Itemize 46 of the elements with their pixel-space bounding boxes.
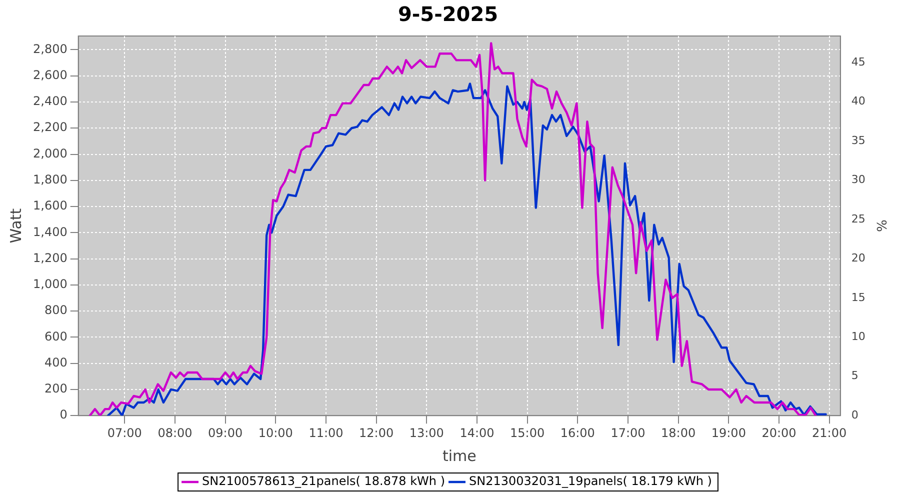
x-tick-label: 19:00 <box>711 426 746 440</box>
y2-tick-label: 10 <box>851 330 866 344</box>
y-tick-label: 1,800 <box>32 172 68 187</box>
x-tick-label: 10:00 <box>258 426 293 440</box>
y-tick-label: 800 <box>44 303 68 318</box>
y-tick-label: 1,200 <box>32 250 68 265</box>
y2-tick-label: 45 <box>851 56 866 69</box>
y2-tick-label: 40 <box>851 94 866 108</box>
legend-label: SN2130032031_19panels( 18.179 kWh ) <box>469 474 712 488</box>
x-tick-label: 14:00 <box>460 426 494 440</box>
x-tick-label: 20:00 <box>762 426 796 440</box>
x-tick-label: 08:00 <box>158 426 192 440</box>
y-axis-title: Watt <box>6 208 25 244</box>
x-tick-label: 21:00 <box>812 426 847 440</box>
y2-tick-label: 15 <box>851 290 866 304</box>
y-tick-label: 1,000 <box>32 277 68 292</box>
y-tick-label: 2,800 <box>32 42 68 56</box>
y2-tick-label: 5 <box>851 369 858 382</box>
x-tick-label: 16:00 <box>560 426 595 440</box>
y2-tick-label: 20 <box>851 252 866 265</box>
y-tick-label: 2,400 <box>32 94 68 108</box>
x-tick-label: 13:00 <box>409 426 444 440</box>
x-tick-label: 17:00 <box>610 426 646 440</box>
x-tick-label: 18:00 <box>661 426 696 440</box>
y2-tick-label: 0 <box>851 408 858 422</box>
x-axis-title: time <box>442 446 476 465</box>
y-tick-label: 600 <box>44 329 68 344</box>
y-tick-label: 2,600 <box>32 68 68 82</box>
x-tick-label: 07:00 <box>107 426 142 440</box>
chart-title: 9-5-2025 <box>398 2 498 26</box>
y-tick-label: 400 <box>44 355 68 370</box>
legend-label: SN2100578613_21panels( 18.878 kWh ) <box>202 474 446 488</box>
y-tick-label: 200 <box>44 382 68 396</box>
y2-tick-label: 25 <box>851 212 866 226</box>
x-tick-label: 12:00 <box>359 426 394 440</box>
y-tick-label: 2,200 <box>32 120 68 134</box>
y-tick-label: 0 <box>60 408 68 422</box>
y2-tick-label: 35 <box>851 134 866 147</box>
y2-axis-title: % <box>872 220 888 232</box>
x-tick-label: 11:00 <box>308 426 344 440</box>
x-tick-label: 15:00 <box>510 426 545 440</box>
y-tick-label: 1,600 <box>32 198 68 213</box>
x-tick-label: 09:00 <box>208 426 243 440</box>
y-tick-label: 1,400 <box>32 224 68 239</box>
y-tick-label: 2,000 <box>32 146 68 160</box>
y2-tick-label: 30 <box>851 173 866 186</box>
